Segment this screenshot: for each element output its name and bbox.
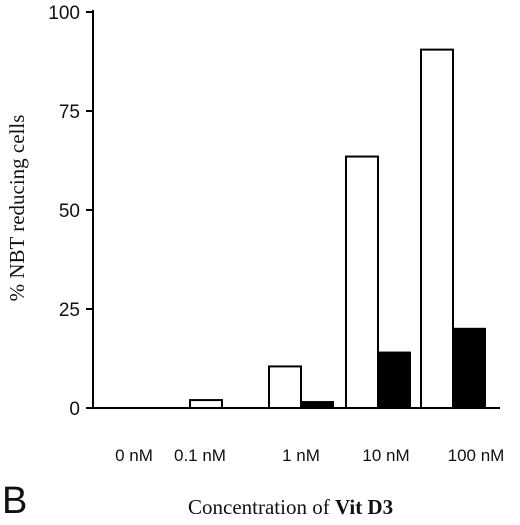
- bar-open: [345, 155, 379, 409]
- category-label: 0.1 nM: [174, 446, 226, 465]
- y-tick-label: 50: [59, 201, 80, 222]
- x-axis-title-prefix: Concentration of: [188, 495, 335, 519]
- y-ticks: 0 25 50 75 100: [48, 3, 93, 420]
- category-label: 10 nM: [362, 446, 409, 465]
- x-axis-title-bold: Vit D3: [335, 495, 393, 519]
- bar-filled: [452, 327, 486, 409]
- category-labels: 0 nM 0.1 nM 1 nM 10 nM 100 nM: [115, 446, 504, 465]
- x-axis-title: Concentration of Vit D3: [188, 495, 393, 519]
- bar-filled: [300, 401, 334, 409]
- bar-open: [268, 365, 302, 410]
- bar-open: [420, 48, 454, 410]
- y-tick-label: 75: [59, 102, 80, 123]
- bar-open: [189, 399, 223, 409]
- category-label: 100 nM: [448, 446, 505, 465]
- y-tick-label: 25: [59, 300, 80, 321]
- y-tick-label: 100: [48, 3, 80, 24]
- y-axis-title: % NBT reducing cells: [5, 115, 29, 302]
- bar-filled: [377, 351, 411, 409]
- panel-letter: B: [2, 480, 27, 522]
- y-tick-label: 0: [69, 399, 80, 420]
- category-label: 0 nM: [115, 446, 153, 465]
- bars: [189, 48, 486, 410]
- category-label: 1 nM: [282, 446, 320, 465]
- y-axis: 0 25 50 75 100: [48, 3, 94, 420]
